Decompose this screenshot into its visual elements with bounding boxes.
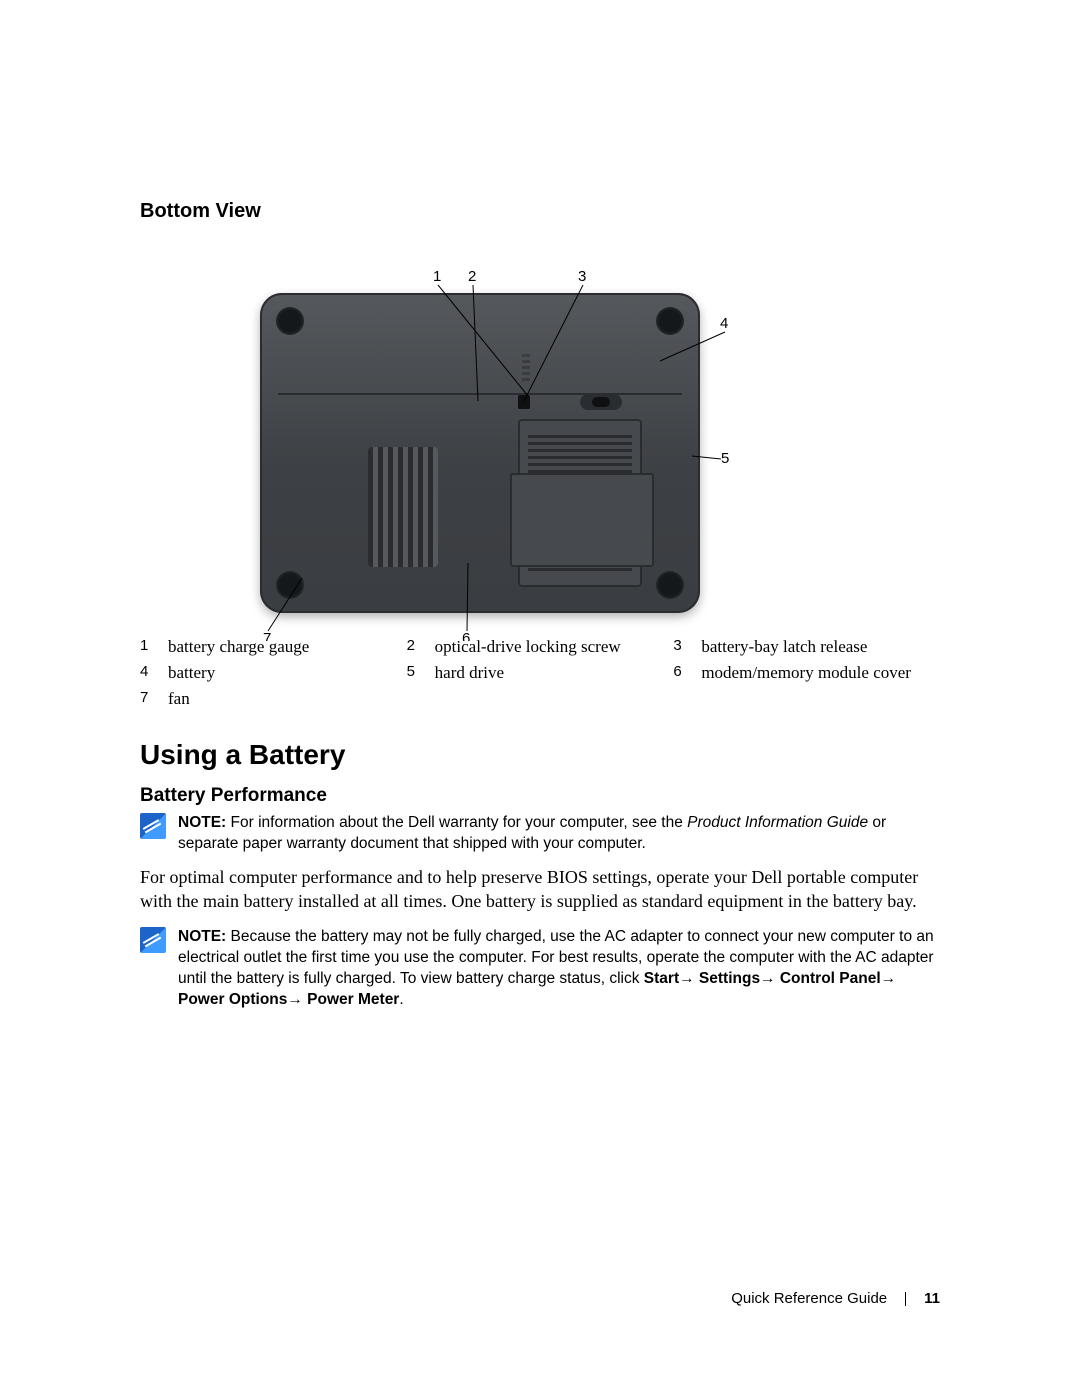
note-block: NOTE: For information about the Dell war…: [140, 813, 940, 855]
hard-drive-cover-icon: [510, 473, 654, 567]
svg-text:7: 7: [263, 630, 271, 641]
svg-text:3: 3: [578, 268, 586, 285]
laptop-bottom-chassis: [260, 293, 700, 613]
battery-bay-latch-release-icon: [580, 394, 622, 410]
battery-charge-gauge-icon: [522, 353, 530, 381]
legend-text: modem/memory module cover: [701, 663, 940, 683]
note-icon: [140, 927, 166, 953]
legend-number: 7: [140, 689, 168, 709]
rubber-foot-icon: [656, 571, 684, 599]
legend-text: battery: [168, 663, 407, 683]
note-body-b: .: [399, 991, 403, 1008]
note-body-a: For information about the Dell warranty …: [226, 814, 687, 831]
footer-separator: [905, 1292, 906, 1306]
legend-number: 5: [407, 663, 435, 683]
svg-text:5: 5: [721, 450, 729, 467]
legend-table: 1battery charge gauge2optical-drive lock…: [140, 637, 940, 709]
rubber-foot-icon: [276, 307, 304, 335]
page-footer: Quick Reference Guide 11: [731, 1290, 940, 1307]
legend-number: 6: [673, 663, 701, 683]
bottom-view-diagram: 1 2 3 4 5 6 7: [140, 241, 940, 641]
legend-text: hard drive: [435, 663, 674, 683]
footer-title: Quick Reference Guide: [731, 1290, 887, 1307]
svg-text:6: 6: [462, 630, 470, 641]
note-icon: [140, 813, 166, 839]
body-paragraph: For optimal computer performance and to …: [140, 865, 940, 914]
legend-number: 4: [140, 663, 168, 683]
note-block: NOTE: Because the battery may not be ful…: [140, 927, 940, 1011]
battery-seam: [278, 393, 682, 395]
footer-page-number: 11: [924, 1290, 940, 1307]
rubber-foot-icon: [276, 571, 304, 599]
legend-text: fan: [168, 689, 407, 709]
section-title: Bottom View: [140, 200, 940, 223]
note-label: NOTE:: [178, 928, 226, 945]
svg-text:2: 2: [468, 268, 476, 285]
fan-grille-icon: [368, 447, 438, 567]
document-page: Bottom View 1 2 3 4 5 6 7 1battery charge gaug…: [0, 0, 1080, 1397]
svg-text:4: 4: [720, 315, 728, 332]
note-italic: Product Information Guide: [687, 814, 868, 831]
note-label: NOTE:: [178, 814, 226, 831]
sub-heading: Battery Performance: [140, 785, 940, 807]
svg-text:1: 1: [433, 268, 441, 285]
optical-drive-locking-screw-icon: [518, 395, 530, 409]
note-text: NOTE: Because the battery may not be ful…: [178, 927, 940, 1011]
note-text: NOTE: For information about the Dell war…: [178, 813, 940, 855]
main-heading: Using a Battery: [140, 739, 940, 771]
rubber-foot-icon: [656, 307, 684, 335]
